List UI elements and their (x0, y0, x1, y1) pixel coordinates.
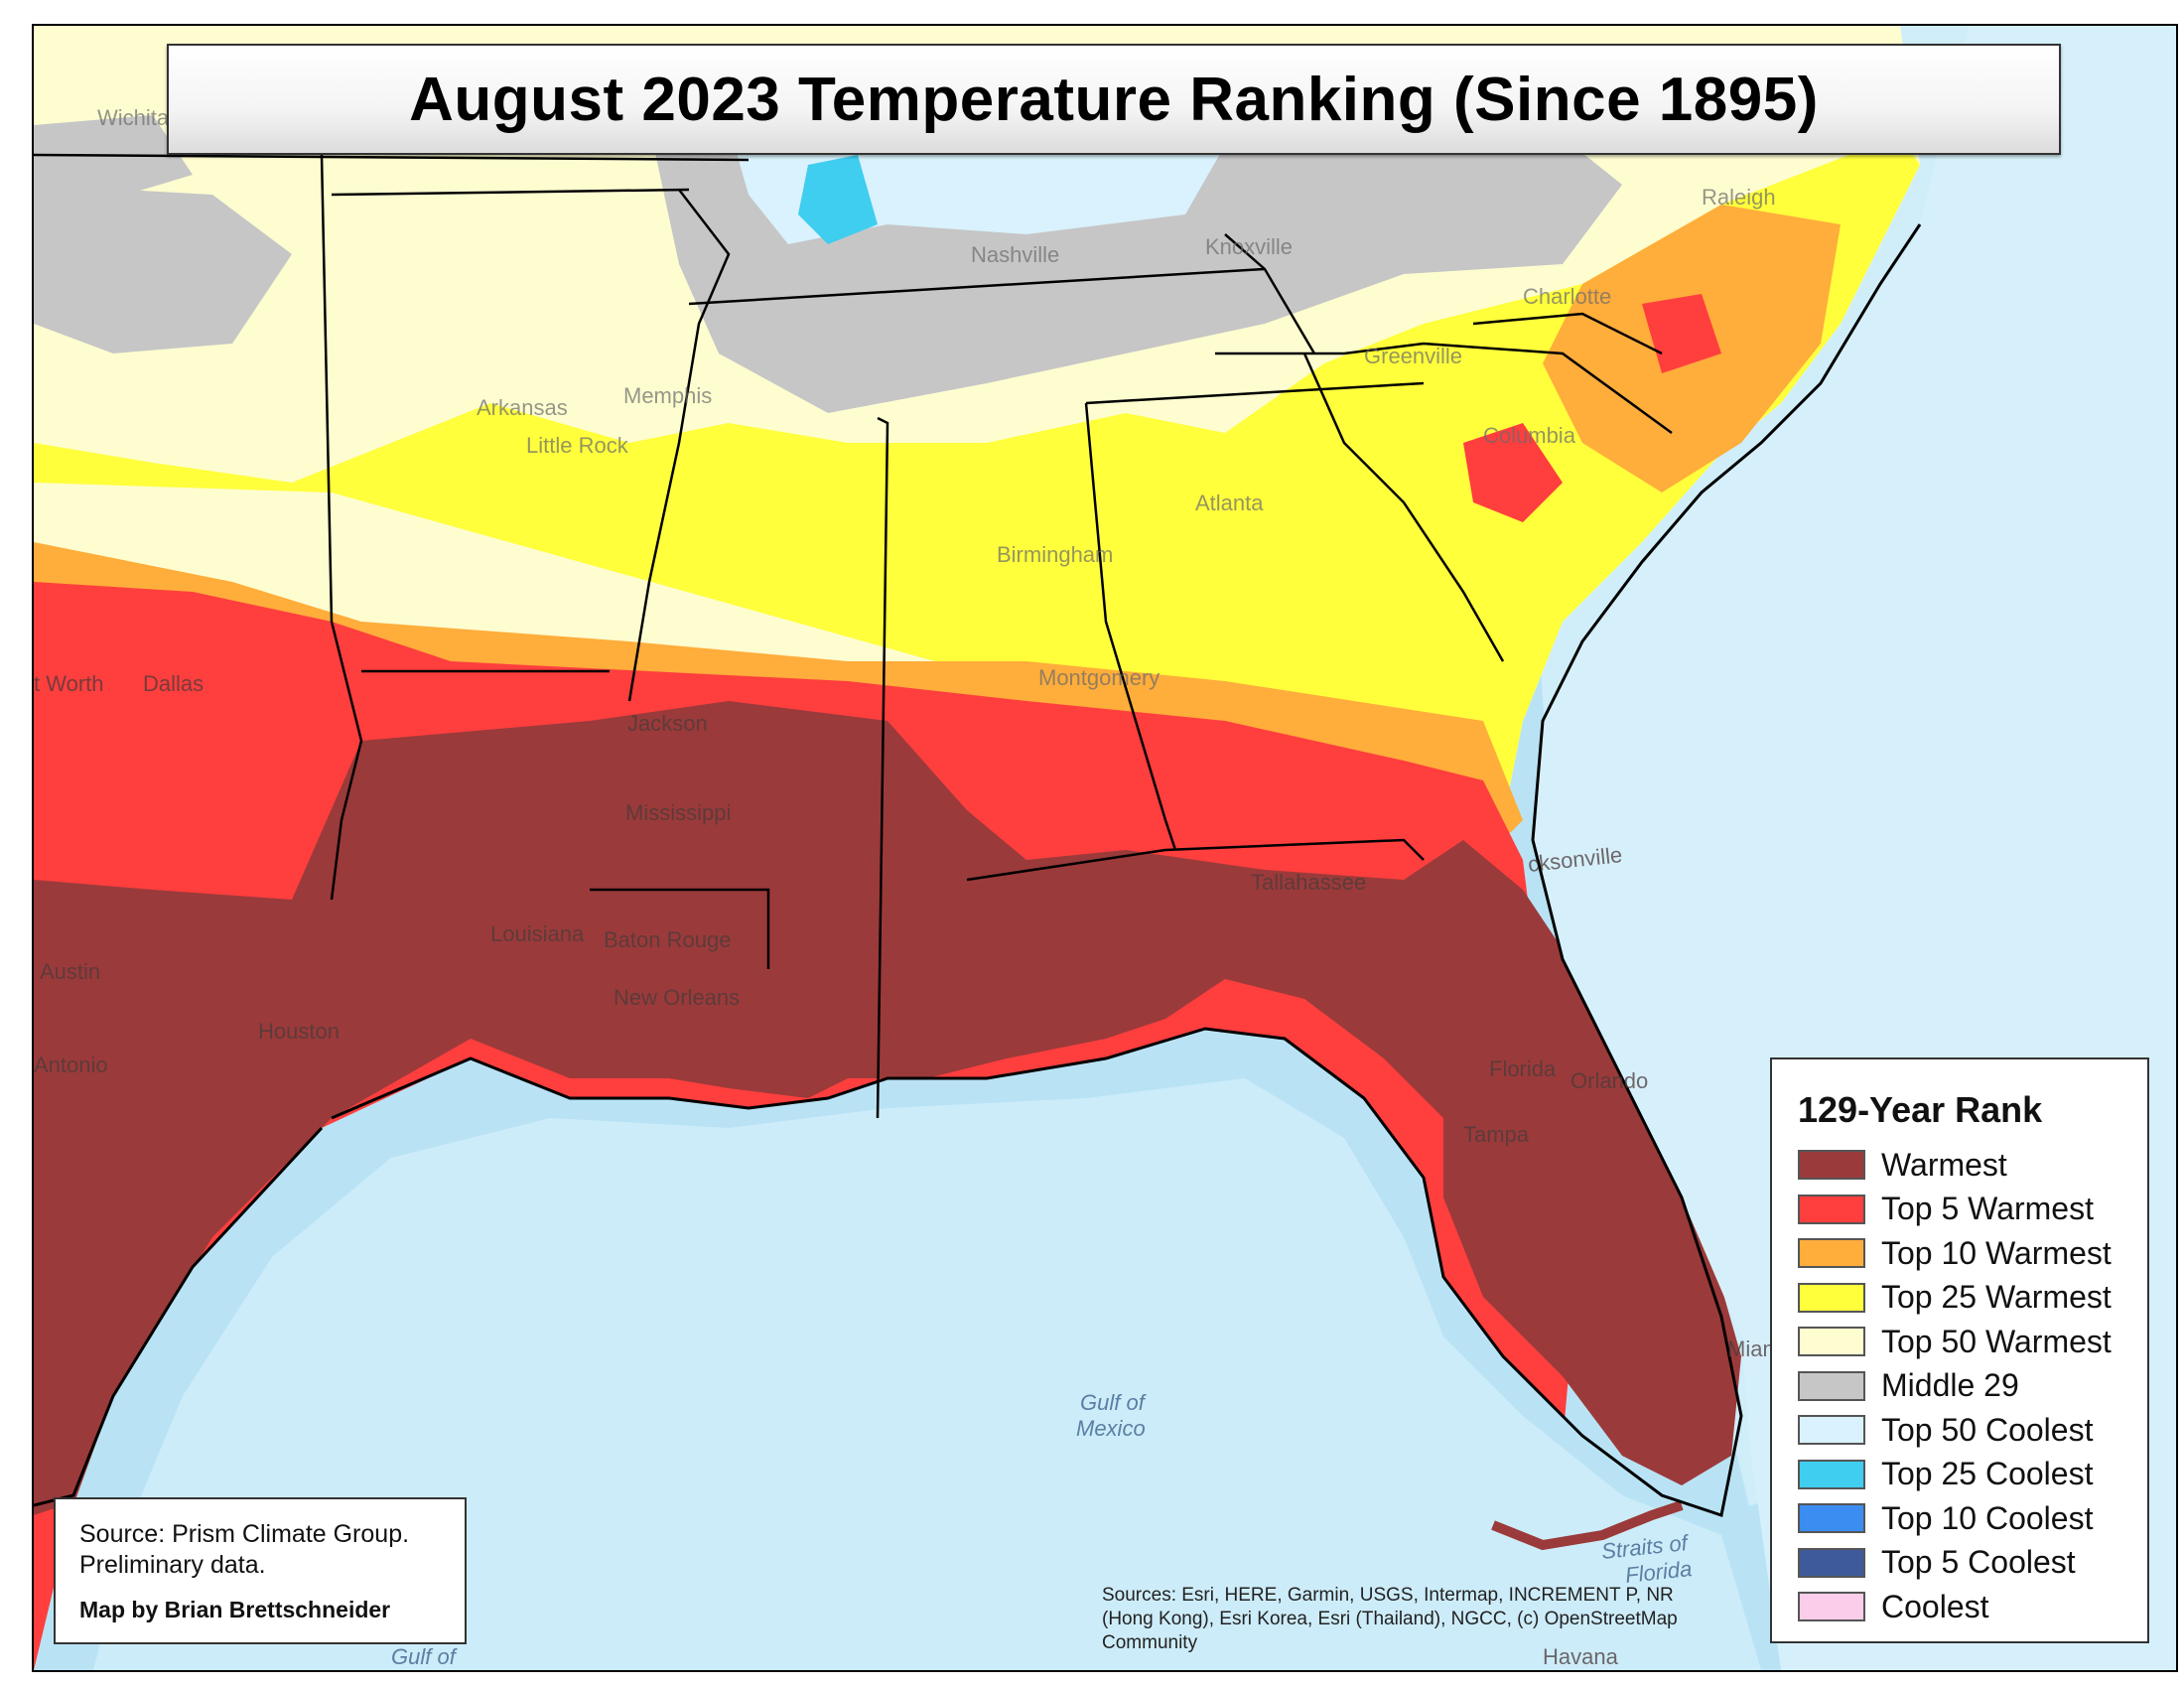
city-florida: Florida (1489, 1056, 1557, 1081)
city-havana: Havana (1543, 1644, 1619, 1669)
legend-label: Warmest (1881, 1146, 2007, 1183)
legend-swatch (1798, 1503, 1865, 1534)
attribution-line-3: Community (1102, 1632, 1198, 1653)
city-tallahassee: Tallahassee (1251, 870, 1366, 895)
source-box: Source: Prism Climate Group. Preliminary… (54, 1497, 467, 1644)
city-ftworth: t Worth (34, 671, 104, 696)
legend-swatch (1798, 1370, 1865, 1401)
city-baton-rouge: Baton Rouge (604, 927, 731, 952)
map-title: August 2023 Temperature Ranking (Since 1… (409, 65, 1819, 134)
legend-item: Middle 29 (1798, 1364, 2147, 1409)
city-dallas: Dallas (143, 671, 204, 696)
legend-swatch (1798, 1194, 1865, 1224)
legend-swatch (1798, 1459, 1865, 1489)
legend-item: Top 5 Warmest (1798, 1188, 2147, 1232)
city-birmingham: Birmingham (997, 542, 1113, 567)
legend: 129-Year Rank Warmest Top 5 Warmest Top 10… (1770, 1057, 2149, 1643)
legend-label: Top 5 Warmest (1881, 1191, 2094, 1227)
legend-item: Coolest (1798, 1585, 2147, 1629)
gulf-bottom-label: Gulf of (391, 1644, 459, 1669)
city-montgomery: Montgomery (1038, 665, 1160, 690)
legend-label: Top 25 Coolest (1881, 1456, 2094, 1492)
gulf-coastline-shelf (93, 1078, 1761, 1670)
city-raleigh: Raleigh (1702, 185, 1776, 210)
legend-item: Top 25 Coolest (1798, 1453, 2147, 1497)
city-charlotte: Charlotte (1523, 284, 1611, 309)
city-louisiana: Louisiana (490, 921, 585, 946)
city-wichita: Wichita (97, 105, 170, 130)
coast-outline (331, 223, 1922, 1517)
legend-swatch (1798, 1238, 1865, 1269)
city-nashville: Nashville (971, 242, 1059, 267)
legend-swatch (1798, 1547, 1865, 1578)
basemap-attribution: Sources: Esri, HERE, Garmin, USGS, Inter… (1102, 1584, 1777, 1655)
legend-swatch (1798, 1282, 1865, 1313)
state-borders (34, 153, 1673, 1119)
legend-label: Top 50 Coolest (1881, 1411, 2094, 1448)
city-greenville: Greenville (1364, 344, 1462, 368)
city-mississippi: Mississippi (625, 800, 731, 825)
source-line-2: Preliminary data. (79, 1551, 266, 1579)
gulf-label-2: Mexico (1076, 1416, 1146, 1441)
legend-item: Top 25 Warmest (1798, 1276, 2147, 1321)
legend-item: Top 10 Warmest (1798, 1231, 2147, 1276)
city-little-rock: Little Rock (526, 433, 629, 458)
legend-item: Warmest (1798, 1143, 2147, 1188)
legend-item: Top 10 Coolest (1798, 1496, 2147, 1541)
legend-item: Top 5 Coolest (1798, 1541, 2147, 1586)
map-frame: Wichita t Worth Dallas Austin Antonio Ho… (32, 24, 2178, 1672)
legend-label: Top 25 Warmest (1881, 1279, 2112, 1316)
city-atlanta: Atlanta (1195, 491, 1264, 515)
legend-item: Top 50 Warmest (1798, 1320, 2147, 1364)
title-banner: August 2023 Temperature Ranking (Since 1… (167, 44, 2061, 155)
legend-label: Top 50 Warmest (1881, 1323, 2112, 1359)
legend-swatch (1798, 1150, 1865, 1181)
zone-cool-spots (798, 155, 878, 244)
city-austin: Austin (40, 959, 100, 984)
zone-top25 (34, 135, 1920, 820)
city-orlando: Orlando (1570, 1068, 1648, 1093)
zone-middle-tx (34, 115, 193, 205)
legend-swatch (1798, 1592, 1865, 1622)
legend-title: 129-Year Rank (1798, 1089, 2043, 1130)
legend-item: Top 50 Coolest (1798, 1408, 2147, 1453)
source-line-1: Source: Prism Climate Group. (79, 1520, 410, 1548)
zone-middle-west (34, 185, 292, 353)
zone-warmest (34, 701, 1741, 1515)
legend-rows: Warmest Top 5 Warmest Top 10 Warmest Top 25… (1798, 1143, 2147, 1629)
city-arkansas: Arkansas (477, 395, 568, 420)
zone-top5-sc (1463, 423, 1563, 522)
temperature-map: Wichita t Worth Dallas Austin Antonio Ho… (34, 26, 2176, 1670)
attribution-line-2: (Hong Kong), Esri Korea, Esri (Thailand)… (1102, 1609, 1678, 1629)
city-columbia: Columbia (1483, 423, 1576, 448)
gulf-label-1: Gulf of (1080, 1390, 1148, 1415)
legend-swatch (1798, 1415, 1865, 1446)
city-houston: Houston (258, 1019, 340, 1044)
florida-keys (1491, 1500, 1684, 1551)
legend-label: Top 10 Warmest (1881, 1234, 2112, 1271)
legend-label: Top 10 Coolest (1881, 1499, 2094, 1536)
city-jackson: Jackson (627, 711, 708, 736)
legend-label: Top 5 Coolest (1881, 1544, 2076, 1581)
city-new-orleans: New Orleans (614, 985, 740, 1010)
attribution-line-1: Sources: Esri, HERE, Garmin, USGS, Inter… (1102, 1585, 1674, 1606)
city-antonio: Antonio (34, 1053, 108, 1077)
city-knoxville: Knoxville (1205, 234, 1293, 259)
legend-label: Middle 29 (1881, 1367, 2019, 1404)
city-tampa: Tampa (1463, 1122, 1530, 1147)
legend-label: Coolest (1881, 1588, 1989, 1624)
city-memphis: Memphis (623, 383, 712, 408)
map-credit: Map by Brian Brettschneider (79, 1597, 391, 1622)
legend-swatch (1798, 1327, 1865, 1357)
